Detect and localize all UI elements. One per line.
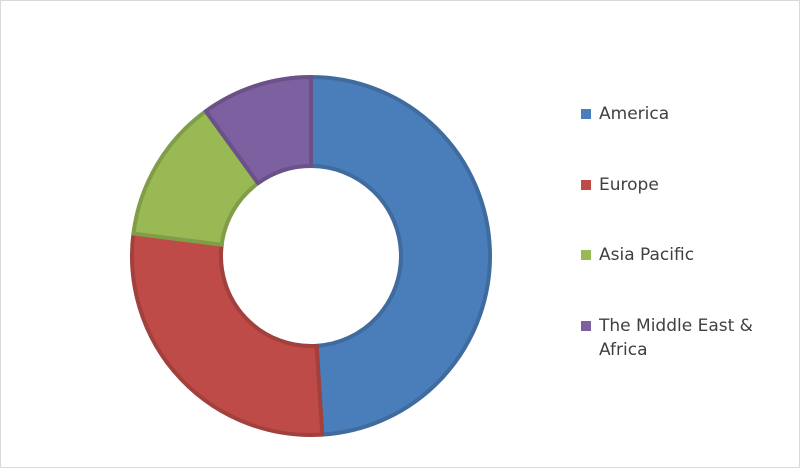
legend-item: Asia Pacific [581, 243, 789, 267]
legend-item: America [581, 102, 789, 126]
legend-swatch [581, 109, 591, 119]
legend-item: Europe [581, 173, 789, 197]
legend-swatch [581, 250, 591, 260]
legend-swatch [581, 321, 591, 331]
donut-segment [203, 75, 313, 186]
legend-label: Asia Pacific [599, 245, 695, 265]
donut-segment [130, 231, 325, 437]
legend-label: The Middle East & Africa [599, 316, 753, 360]
donut-segment [309, 75, 492, 437]
legend-swatch [581, 180, 591, 190]
legend-label: Europe [599, 175, 659, 195]
legend-item: The Middle East & Africa [581, 314, 789, 362]
legend-label: America [599, 104, 670, 124]
